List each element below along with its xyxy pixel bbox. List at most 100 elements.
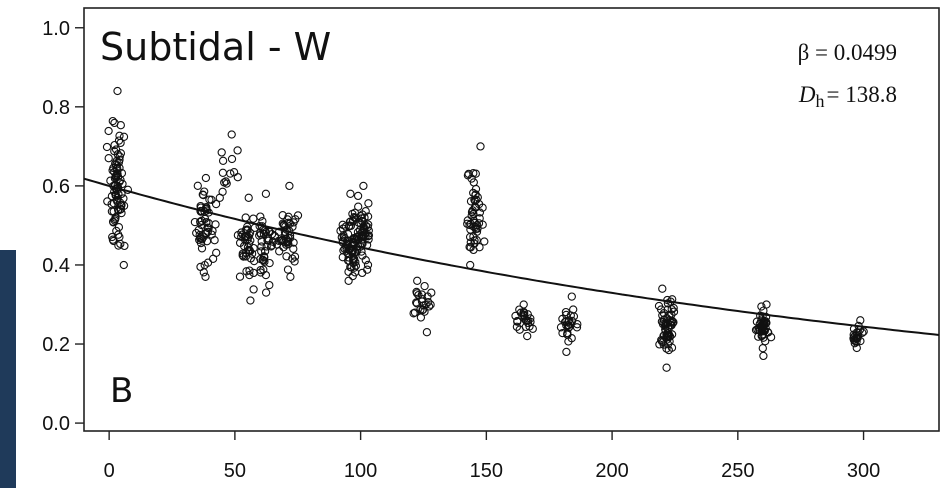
data-point	[669, 307, 679, 316]
data-point	[422, 328, 432, 337]
data-point	[363, 260, 373, 270]
data-point	[111, 172, 120, 181]
data-point	[464, 169, 473, 179]
data-point	[758, 320, 767, 330]
data-point	[361, 256, 370, 265]
x-tick-label: 100	[344, 460, 377, 482]
data-point	[218, 156, 228, 165]
data-point	[354, 202, 363, 211]
data-point	[107, 200, 116, 209]
data-point	[859, 327, 868, 336]
data-point	[418, 306, 427, 315]
x-tick-label: 150	[470, 460, 503, 482]
data-point	[346, 221, 356, 231]
data-point	[523, 331, 532, 341]
data-point	[220, 178, 229, 187]
data-point	[227, 154, 237, 164]
data-point	[227, 130, 236, 139]
data-point	[465, 220, 474, 230]
data-point	[119, 132, 129, 141]
data-point	[245, 266, 254, 275]
data-point	[468, 206, 477, 215]
data-point	[364, 220, 373, 229]
data-point	[212, 248, 221, 257]
data-point	[238, 249, 247, 258]
data-point	[354, 218, 363, 227]
data-point	[757, 327, 766, 336]
data-point	[286, 272, 295, 281]
data-point	[761, 337, 770, 346]
data-point	[852, 334, 861, 343]
data-point	[275, 247, 284, 256]
data-point	[346, 262, 355, 272]
data-point	[291, 215, 300, 224]
x-tick-label: 250	[721, 460, 754, 482]
data-point	[463, 216, 472, 225]
data-point	[261, 288, 271, 297]
data-point	[257, 247, 266, 256]
data-point	[281, 240, 291, 249]
data-point	[283, 265, 293, 274]
data-point	[193, 181, 202, 190]
data-point	[262, 242, 271, 251]
data-point	[265, 258, 274, 268]
data-point	[199, 268, 208, 277]
data-point	[246, 296, 255, 305]
data-point	[211, 220, 220, 229]
data-point	[346, 189, 355, 198]
data-point	[657, 317, 667, 326]
fit-curve	[83, 177, 940, 336]
data-point	[113, 86, 122, 96]
data-point	[476, 142, 485, 151]
data-point	[412, 299, 422, 308]
data-point	[108, 116, 117, 126]
data-point	[285, 181, 294, 191]
data-point	[261, 189, 271, 198]
data-point	[854, 328, 863, 337]
x-tick-label: 300	[847, 460, 880, 482]
data-point	[663, 299, 673, 308]
data-point	[662, 344, 671, 353]
data-point	[244, 193, 253, 202]
data-point	[111, 159, 120, 168]
data-point	[512, 322, 522, 331]
data-point	[196, 262, 205, 272]
y-tick-label: 0.4	[42, 255, 70, 277]
data-point	[211, 199, 221, 209]
data-point	[564, 320, 573, 330]
data-point	[567, 292, 576, 301]
data-point	[246, 254, 255, 263]
data-point	[757, 302, 766, 311]
data-point	[112, 226, 121, 236]
data-point	[344, 276, 353, 285]
data-point	[260, 257, 269, 266]
data-point	[266, 242, 276, 251]
data-point	[202, 229, 211, 238]
data-point	[289, 238, 298, 247]
data-point	[350, 263, 359, 272]
data-point	[424, 302, 434, 311]
data-point	[256, 268, 265, 277]
data-point	[117, 208, 126, 218]
data-point	[658, 284, 667, 293]
data-point	[410, 308, 420, 317]
data-point	[759, 351, 768, 361]
dh-annotation: Dh= 138.8	[798, 82, 897, 111]
data-point	[364, 231, 374, 240]
data-point	[201, 272, 210, 281]
data-point	[267, 230, 277, 239]
data-point	[233, 146, 242, 155]
data-point	[360, 229, 370, 239]
data-point	[289, 244, 298, 253]
data-point	[116, 204, 126, 214]
y-tick-label: 0.6	[42, 176, 70, 198]
y-axis: 0.0 0.2 0.4 0.6 0.8 1.0	[42, 18, 84, 435]
data-point	[566, 311, 575, 320]
data-point	[475, 243, 484, 252]
data-point	[427, 288, 436, 297]
data-point	[203, 258, 213, 267]
data-point	[256, 230, 266, 239]
dh-value: = 138.8	[827, 82, 897, 107]
panel-letter: B	[110, 371, 133, 411]
